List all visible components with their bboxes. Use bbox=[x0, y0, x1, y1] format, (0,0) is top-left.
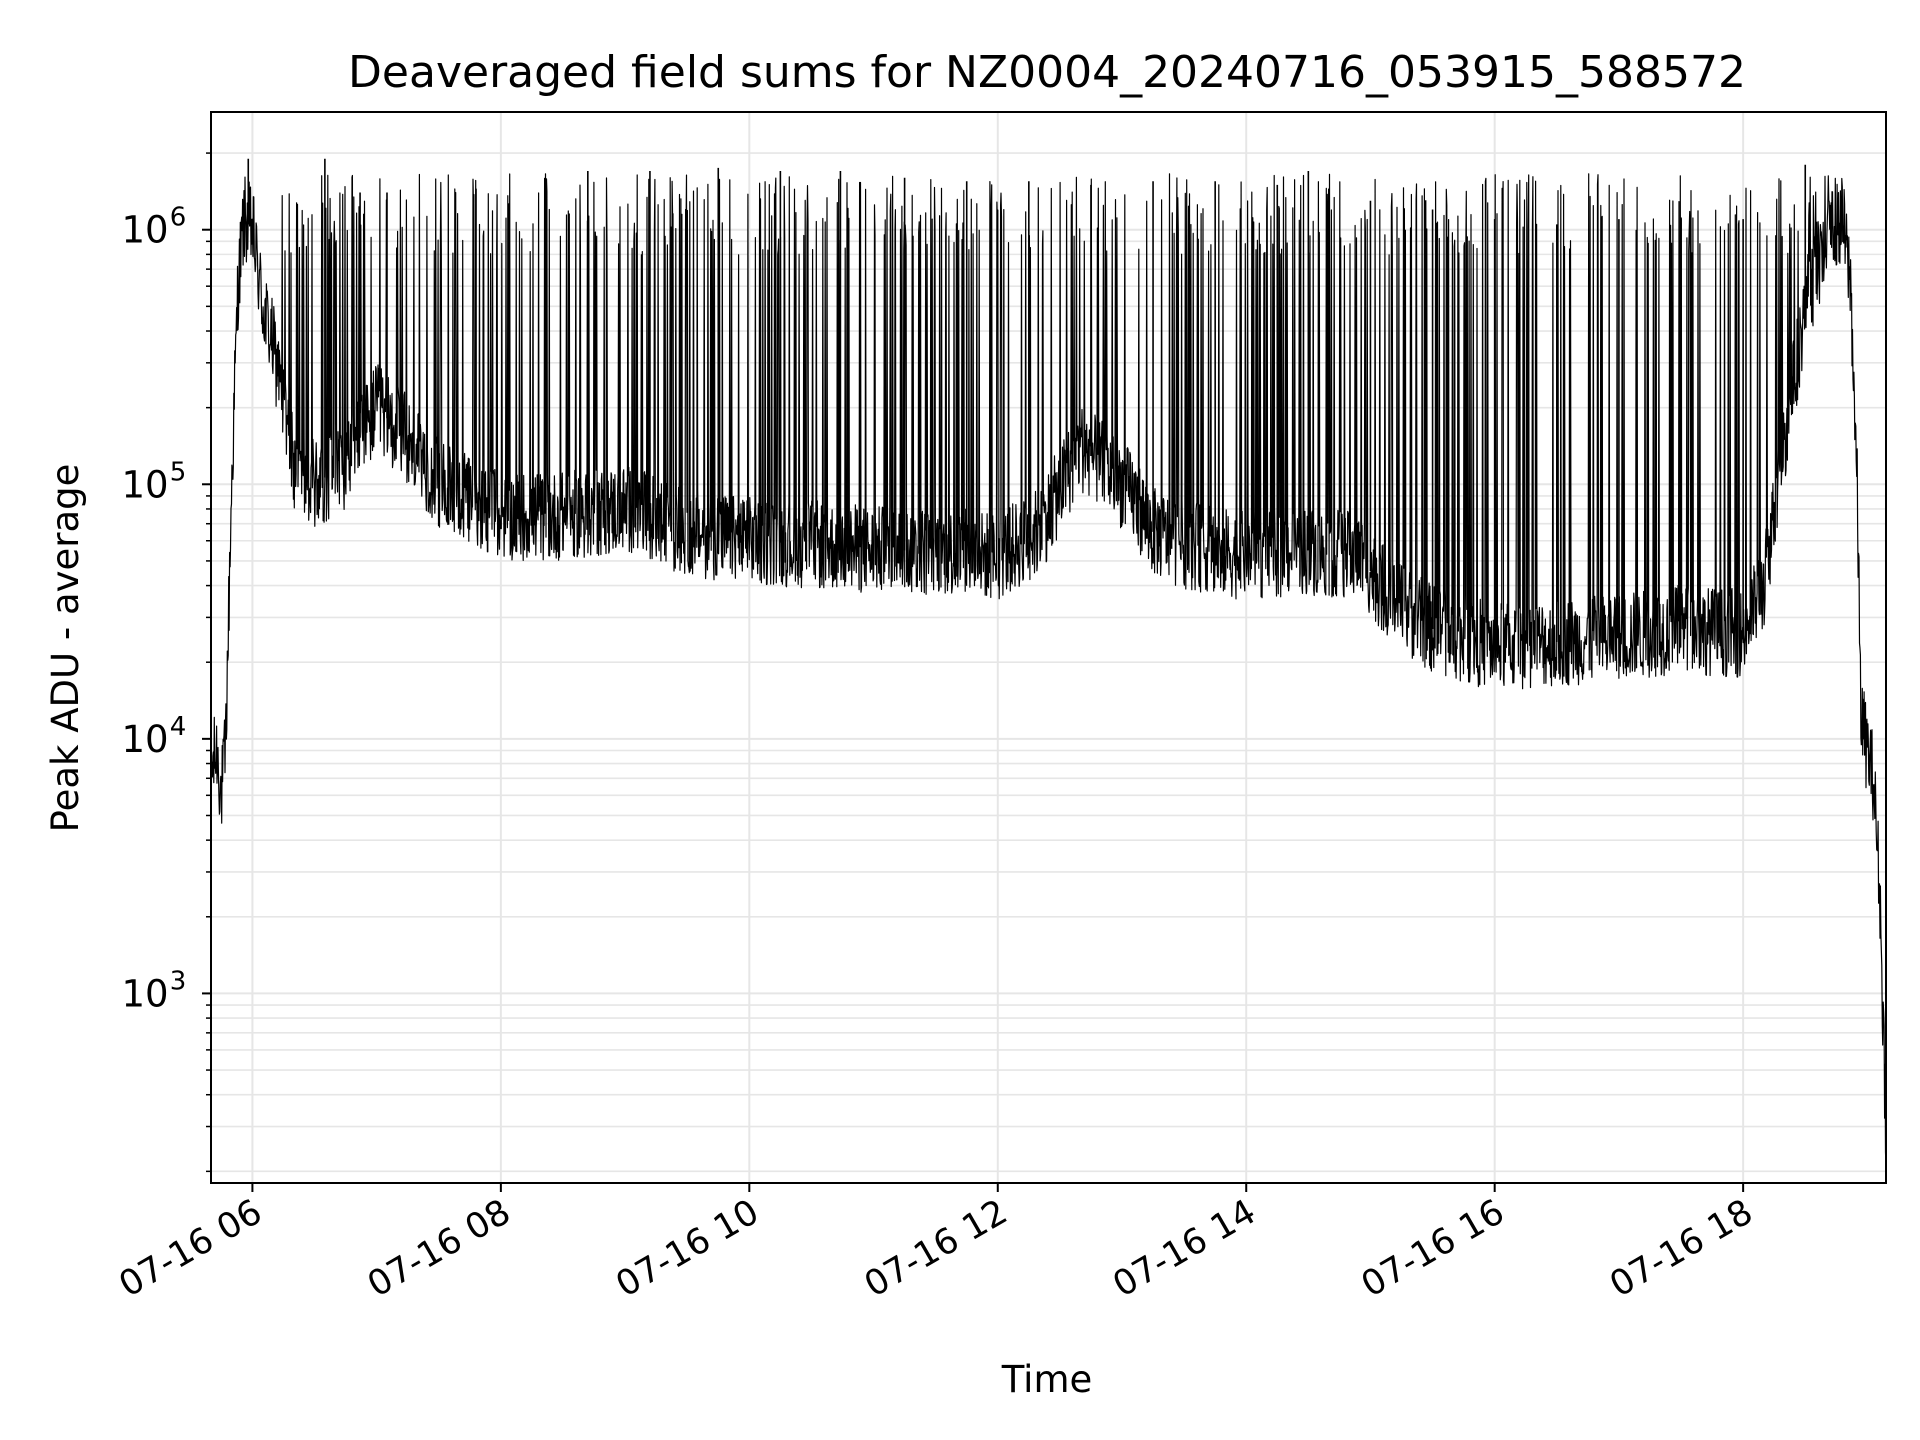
chart-title: Deaveraged field sums for NZ0004_2024071… bbox=[348, 47, 1746, 98]
y-tick-exponent: 5 bbox=[170, 457, 187, 487]
y-tick-label: 10 4 bbox=[121, 712, 186, 761]
y-tick-label: 10 5 bbox=[121, 457, 186, 506]
data-series bbox=[210, 158, 1887, 1167]
y-tick-base: 10 bbox=[121, 972, 168, 1015]
y-tick-base: 10 bbox=[121, 718, 168, 761]
y-tick-base: 10 bbox=[121, 209, 168, 252]
y-tick-label: 10 3 bbox=[121, 966, 186, 1015]
series-line bbox=[210, 173, 1887, 1167]
y-axis-label: Peak ADU - average bbox=[44, 464, 87, 833]
y-tick-exponent: 6 bbox=[170, 203, 187, 233]
y-tick-exponent: 3 bbox=[170, 966, 187, 996]
plot-frame bbox=[210, 111, 1887, 1184]
y-tick-label: 10 6 bbox=[121, 203, 186, 252]
x-axis-label: Time bbox=[1001, 1358, 1093, 1401]
grid bbox=[211, 112, 1886, 1183]
y-tick-base: 10 bbox=[121, 463, 168, 506]
y-tick-exponent: 4 bbox=[170, 712, 187, 742]
